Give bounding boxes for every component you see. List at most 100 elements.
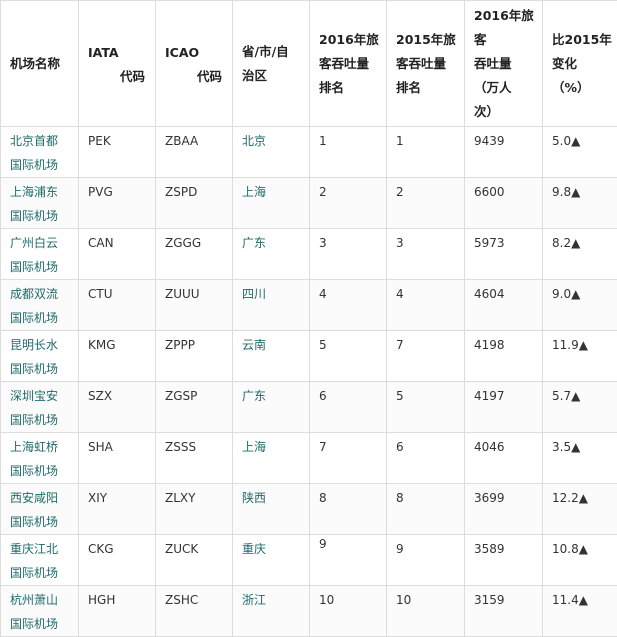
header-pax-2016-line: （万人 [474, 76, 542, 100]
header-rank-2015-line: 客吞吐量 [396, 52, 464, 76]
province-cell[interactable]: 广东 [233, 382, 310, 433]
province-cell[interactable]: 云南 [233, 331, 310, 382]
table-row: 杭州萧山 国际机场 HGH ZSHC 浙江 10 10 3159 11.4▲ [1, 586, 617, 637]
header-iata-top: IATA [88, 39, 155, 65]
header-icao-top: ICAO [165, 39, 232, 65]
pax-2016-cell: 4198 [465, 331, 543, 382]
pax-2016-cell: 3159 [465, 586, 543, 637]
icao-code-cell: ZBAA [156, 127, 233, 178]
airport-name-line-2: 国际机场 [10, 357, 78, 381]
airport-name-cell[interactable]: 广州白云 国际机场 [1, 229, 79, 280]
airport-name-line-1: 广州白云 [10, 231, 78, 255]
pax-2016-cell: 3589 [465, 535, 543, 586]
table-row: 深圳宝安 国际机场 SZX ZGSP 广东 6 5 4197 5.7▲ [1, 382, 617, 433]
change-cell: 12.2▲ [543, 484, 617, 535]
province-cell[interactable]: 浙江 [233, 586, 310, 637]
airport-name-line-2: 国际机场 [10, 204, 78, 228]
table-row: 上海虹桥 国际机场 SHA ZSSS 上海 7 6 4046 3.5▲ [1, 433, 617, 484]
change-cell: 11.4▲ [543, 586, 617, 637]
airport-name-line-2: 国际机场 [10, 153, 78, 177]
pax-2016-cell: 4046 [465, 433, 543, 484]
airport-name-line-1: 杭州萧山 [10, 588, 78, 612]
airport-name-cell[interactable]: 昆明长水 国际机场 [1, 331, 79, 382]
table-body: 北京首都 国际机场 PEK ZBAA 北京 1 1 9439 5.0▲ 上海浦东… [1, 127, 617, 637]
table-row: 广州白云 国际机场 CAN ZGGG 广东 3 3 5973 8.2▲ [1, 229, 617, 280]
province-cell[interactable]: 北京 [233, 127, 310, 178]
airport-name-cell[interactable]: 杭州萧山 国际机场 [1, 586, 79, 637]
header-airport-name: 机场名称 [1, 1, 79, 127]
rank-2015-cell: 5 [387, 382, 465, 433]
icao-code-cell: ZPPP [156, 331, 233, 382]
iata-code-cell: PVG [79, 178, 156, 229]
header-province-line: 治区 [242, 64, 309, 88]
airport-name-line-2: 国际机场 [10, 510, 78, 534]
province-cell[interactable]: 广东 [233, 229, 310, 280]
airport-name-cell[interactable]: 上海虹桥 国际机场 [1, 433, 79, 484]
airport-name-cell[interactable]: 西安咸阳 国际机场 [1, 484, 79, 535]
rank-2016-cell: 1 [310, 127, 387, 178]
airport-name-line-1: 成都双流 [10, 282, 78, 306]
header-rank-2016-line: 客吞吐量 [319, 52, 386, 76]
airport-name-cell[interactable]: 上海浦东 国际机场 [1, 178, 79, 229]
airport-name-line-2: 国际机场 [10, 255, 78, 279]
header-change: 比2015年 变化 （%） [543, 1, 617, 127]
airport-name-line-1: 北京首都 [10, 129, 78, 153]
pax-2016-cell: 9439 [465, 127, 543, 178]
table-row: 重庆江北 国际机场 CKG ZUCK 重庆 9 9 3589 10.8▲ [1, 535, 617, 586]
rank-2015-cell: 9 [387, 535, 465, 586]
airport-name-line-2: 国际机场 [10, 306, 78, 330]
rank-2016-cell: 10 [310, 586, 387, 637]
change-cell: 3.5▲ [543, 433, 617, 484]
airport-name-line-1: 西安咸阳 [10, 486, 78, 510]
change-cell: 9.8▲ [543, 178, 617, 229]
airport-name-line-1: 上海浦东 [10, 180, 78, 204]
icao-code-cell: ZGSP [156, 382, 233, 433]
icao-code-cell: ZSHC [156, 586, 233, 637]
icao-code-cell: ZUCK [156, 535, 233, 586]
icao-code-cell: ZLXY [156, 484, 233, 535]
pax-2016-cell: 5973 [465, 229, 543, 280]
change-cell: 8.2▲ [543, 229, 617, 280]
airport-name-cell[interactable]: 重庆江北 国际机场 [1, 535, 79, 586]
iata-code-cell: CKG [79, 535, 156, 586]
airport-name-line-2: 国际机场 [10, 561, 78, 585]
province-cell[interactable]: 四川 [233, 280, 310, 331]
province-cell[interactable]: 陕西 [233, 484, 310, 535]
airport-name-line-1: 昆明长水 [10, 333, 78, 357]
rank-2016-cell: 5 [310, 331, 387, 382]
airport-name-cell[interactable]: 深圳宝安 国际机场 [1, 382, 79, 433]
icao-code-cell: ZGGG [156, 229, 233, 280]
province-cell[interactable]: 重庆 [233, 535, 310, 586]
pax-2016-cell: 4197 [465, 382, 543, 433]
airport-name-line-1: 上海虹桥 [10, 435, 78, 459]
header-pax-2016-line: 2016年旅 [474, 4, 542, 28]
header-rank-2015: 2015年旅 客吞吐量 排名 [387, 1, 465, 127]
header-change-line: （%） [552, 76, 617, 100]
rank-2015-cell: 6 [387, 433, 465, 484]
change-cell: 5.0▲ [543, 127, 617, 178]
change-cell: 9.0▲ [543, 280, 617, 331]
header-rank-2016-line: 2016年旅 [319, 28, 386, 52]
header-rank-2016: 2016年旅 客吞吐量 排名 [310, 1, 387, 127]
header-change-line: 变化 [552, 52, 617, 76]
rank-2016-cell: 4 [310, 280, 387, 331]
airport-name-cell[interactable]: 北京首都 国际机场 [1, 127, 79, 178]
province-cell[interactable]: 上海 [233, 433, 310, 484]
iata-code-cell: CTU [79, 280, 156, 331]
change-cell: 10.8▲ [543, 535, 617, 586]
airport-name-cell[interactable]: 成都双流 国际机场 [1, 280, 79, 331]
header-icao-sub: 代码 [165, 65, 232, 89]
province-cell[interactable]: 上海 [233, 178, 310, 229]
rank-2015-cell: 1 [387, 127, 465, 178]
airport-name-line-2: 国际机场 [10, 459, 78, 483]
pax-2016-cell: 4604 [465, 280, 543, 331]
rank-2015-cell: 7 [387, 331, 465, 382]
header-pax-2016-line: 客 [474, 28, 542, 52]
rank-2015-cell: 8 [387, 484, 465, 535]
rank-2015-cell: 10 [387, 586, 465, 637]
pax-2016-cell: 3699 [465, 484, 543, 535]
table-header-row: 机场名称 IATA 代码 ICAO 代码 省/市/自 治区 2016年旅 客吞吐… [1, 1, 617, 127]
iata-code-cell: CAN [79, 229, 156, 280]
airport-name-line-2: 国际机场 [10, 612, 78, 636]
icao-code-cell: ZSSS [156, 433, 233, 484]
